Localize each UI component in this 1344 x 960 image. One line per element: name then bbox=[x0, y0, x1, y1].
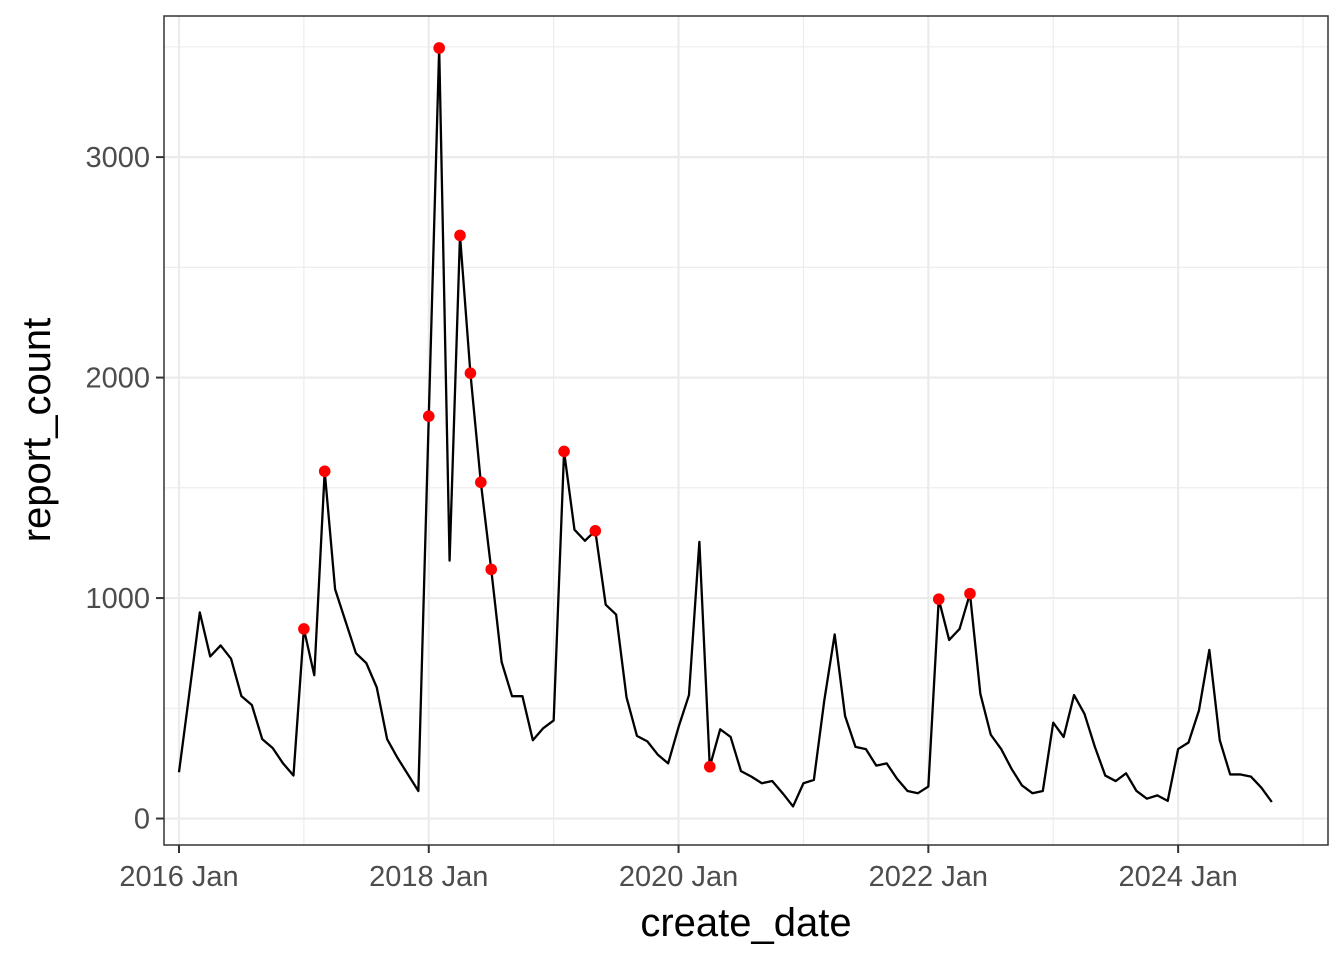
highlight-point bbox=[589, 525, 602, 537]
plot-panel bbox=[164, 16, 1328, 845]
major-gridlines-x bbox=[177, 16, 1180, 845]
highlight-point bbox=[964, 587, 976, 600]
highlight-point bbox=[703, 760, 716, 773]
plot-panel-border bbox=[163, 15, 1329, 846]
y-tick-label: 3000 bbox=[85, 142, 150, 174]
highlighted-points bbox=[298, 42, 976, 773]
y-tick-label: 1000 bbox=[85, 583, 150, 615]
highlight-point bbox=[475, 476, 487, 489]
highlight-point bbox=[298, 623, 310, 635]
x-tick-label: 2024 Jan bbox=[1118, 861, 1237, 893]
highlight-point bbox=[485, 563, 498, 576]
x-axis: 2016 Jan 2018 Jan 2020 Jan 2022 Jan 2024 Jan bbox=[119, 845, 1238, 893]
y-axis-title: report_count bbox=[15, 318, 59, 543]
y-tick-label: 2000 bbox=[85, 363, 150, 395]
highlight-point bbox=[558, 445, 570, 458]
report-count-line bbox=[177, 46, 1273, 808]
highlight-point bbox=[464, 367, 477, 379]
highlight-point bbox=[433, 42, 445, 54]
x-tick-label: 2020 Jan bbox=[619, 861, 738, 893]
x-tick-label: 2018 Jan bbox=[369, 861, 488, 893]
minor-gridlines-y bbox=[164, 46, 1328, 709]
major-gridlines-y bbox=[164, 156, 1328, 820]
x-tick-label: 2022 Jan bbox=[869, 861, 988, 893]
x-axis-title: create_date bbox=[640, 901, 851, 945]
y-tick-label: 0 bbox=[134, 804, 150, 836]
y-axis: 0 1000 2000 3000 bbox=[85, 142, 164, 836]
highlight-point bbox=[422, 410, 435, 422]
highlight-point bbox=[454, 229, 466, 242]
x-tick-label: 2016 Jan bbox=[119, 861, 238, 893]
highlight-point bbox=[932, 593, 945, 605]
highlight-point bbox=[318, 465, 331, 478]
